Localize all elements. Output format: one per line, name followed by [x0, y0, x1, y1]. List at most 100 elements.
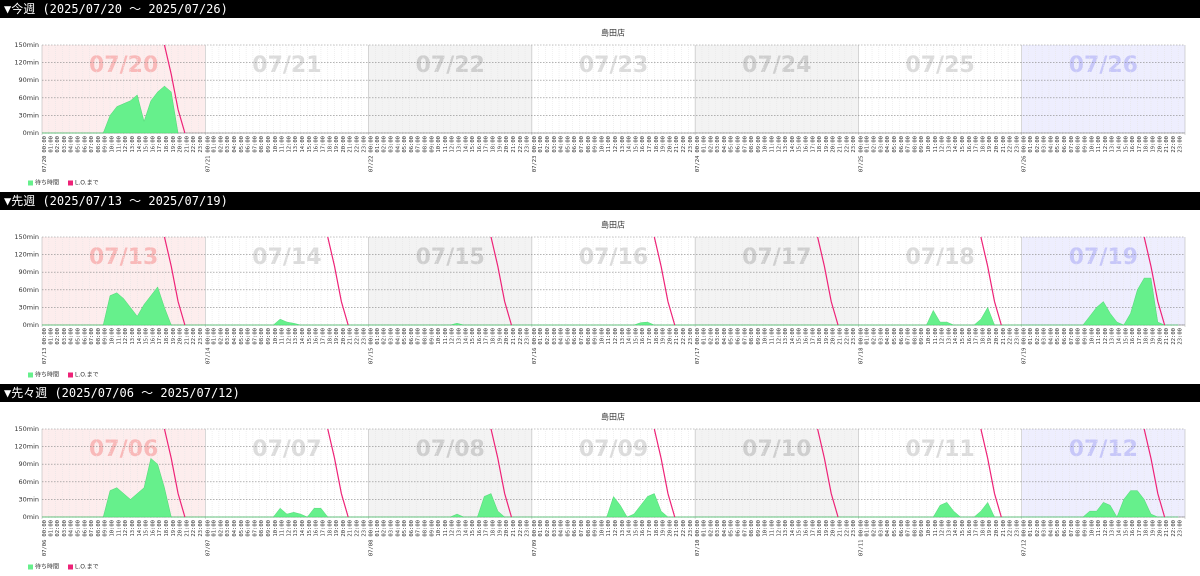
x-tick-label: 11:00: [769, 328, 775, 345]
x-tick-label: 09:00: [756, 520, 762, 537]
x-tick-label: 13:00: [946, 520, 952, 537]
x-tick-label: 11:00: [443, 520, 449, 537]
legend-swatch: [68, 372, 73, 378]
x-tick-label: 13:00: [1110, 136, 1116, 153]
x-tick-label: 23:00: [851, 136, 857, 153]
x-tick-date: 07/10: [695, 540, 701, 557]
x-tick-label: 12:00: [940, 136, 946, 153]
x-tick-label: 08:00: [749, 136, 755, 153]
x-tick-label: 11:00: [116, 328, 122, 345]
x-tick-label: 10:00: [1089, 520, 1095, 537]
x-tick-label: 16:00: [477, 136, 483, 153]
x-tick-label: 09:00: [919, 520, 925, 537]
x-tick-label: 06:00: [1062, 328, 1068, 345]
x-tick-label: 02:00: [55, 136, 61, 153]
x-tick-label: 15:00: [470, 328, 476, 345]
x-tick-label: 20:00: [178, 520, 184, 537]
x-tick-label: 06:00: [572, 328, 578, 345]
x-tick-label: 02:00: [545, 136, 551, 153]
x-tick-label: 20:00: [667, 328, 673, 345]
x-tick-label: 12:00: [286, 136, 292, 153]
x-tick-label: 11:00: [606, 520, 612, 537]
x-tick-label: 04:00: [232, 136, 238, 153]
x-tick-label: 21:00: [674, 136, 680, 153]
x-tick-label: 21:00: [1164, 136, 1170, 153]
x-tick-label: 19:00: [661, 136, 667, 153]
x-tick-label: 09:00: [429, 328, 435, 345]
x-tick-label: 02:00: [872, 520, 878, 537]
x-tick-hour: 00:00: [368, 136, 374, 153]
x-tick-label: 08:00: [1076, 328, 1082, 345]
x-tick-label: 01:00: [375, 520, 381, 537]
x-tick-label: 06:00: [82, 520, 88, 537]
x-tick-label: 03:00: [388, 328, 394, 345]
x-tick-label: 18:00: [817, 328, 823, 345]
x-tick-label: 13:00: [1110, 328, 1116, 345]
x-tick-date: 07/17: [695, 348, 701, 365]
x-tick-label: 21:00: [1001, 136, 1007, 153]
x-tick-date: 07/19: [1021, 348, 1027, 365]
x-tick-label: 02:00: [872, 136, 878, 153]
legend-label: 待ち時間: [35, 179, 59, 187]
x-tick-label: 16:00: [150, 136, 156, 153]
x-tick-label: 21:00: [511, 136, 517, 153]
x-tick-label: 07:00: [742, 520, 748, 537]
x-tick-label: 10:00: [599, 328, 605, 345]
x-tick-label: 02:00: [1035, 328, 1041, 345]
x-tick-label: 03:00: [388, 136, 394, 153]
y-tick-label: 150min: [14, 425, 39, 433]
x-tick-label: 14:00: [1116, 136, 1122, 153]
x-tick-label: 07:00: [579, 136, 585, 153]
x-tick-label: 01:00: [212, 136, 218, 153]
x-tick-label: 15:00: [307, 520, 313, 537]
x-tick-label: 16:00: [1130, 328, 1136, 345]
x-tick-label: 17:00: [157, 328, 163, 345]
x-tick-label: 11:00: [933, 328, 939, 345]
x-tick-label: 18:00: [491, 136, 497, 153]
x-tick-label: 14:00: [300, 520, 306, 537]
x-tick-label: 08:00: [259, 520, 265, 537]
x-tick-label: 07:00: [742, 328, 748, 345]
x-tick-label: 07:00: [89, 136, 95, 153]
x-tick-label: 08:00: [749, 328, 755, 345]
x-tick-label: 23:00: [851, 328, 857, 345]
x-tick-label: 20:00: [341, 328, 347, 345]
x-tick-label: 20:00: [341, 520, 347, 537]
x-tick-label: 16:00: [314, 328, 320, 345]
x-tick-label: 05:00: [729, 328, 735, 345]
x-tick-label: 04:00: [722, 520, 728, 537]
x-tick-label: 19:00: [661, 520, 667, 537]
x-tick-label: 09:00: [266, 328, 272, 345]
y-tick-label: 0min: [23, 321, 39, 329]
x-tick-label: 18:00: [491, 520, 497, 537]
x-tick-label: 07/18 00:00: [858, 328, 864, 364]
x-tick-label: 19:00: [171, 520, 177, 537]
x-tick-date: 07/18: [858, 348, 864, 365]
legend-label: 待ち時間: [35, 371, 59, 379]
x-tick-label: 23:00: [1014, 136, 1020, 153]
x-tick-label: 11:00: [280, 520, 286, 537]
x-tick-label: 20:00: [994, 520, 1000, 537]
chart-title: 島田店: [601, 412, 625, 422]
x-tick-label: 01:00: [1028, 520, 1034, 537]
x-tick-label: 12:00: [776, 520, 782, 537]
x-tick-label: 07/06 00:00: [42, 520, 48, 556]
x-tick-date: 07/13: [42, 348, 48, 365]
x-tick-label: 19:00: [987, 328, 993, 345]
x-tick-label: 14:00: [627, 328, 633, 345]
x-tick-hour: 00:00: [858, 520, 864, 537]
x-tick-label: 17:00: [157, 136, 163, 153]
y-tick-label: 60min: [18, 94, 39, 102]
x-tick-label: 17:00: [320, 328, 326, 345]
x-tick-label: 18:00: [1144, 136, 1150, 153]
y-tick-label: 30min: [18, 111, 39, 119]
y-tick-label: 90min: [18, 76, 39, 84]
x-tick-label: 07:00: [89, 328, 95, 345]
x-tick-label: 02:00: [1035, 520, 1041, 537]
y-tick-label: 90min: [18, 460, 39, 468]
x-tick-hour: 00:00: [205, 328, 211, 345]
x-tick-label: 10:00: [436, 136, 442, 153]
x-tick-label: 04:00: [559, 520, 565, 537]
x-tick-label: 22:00: [518, 136, 524, 153]
